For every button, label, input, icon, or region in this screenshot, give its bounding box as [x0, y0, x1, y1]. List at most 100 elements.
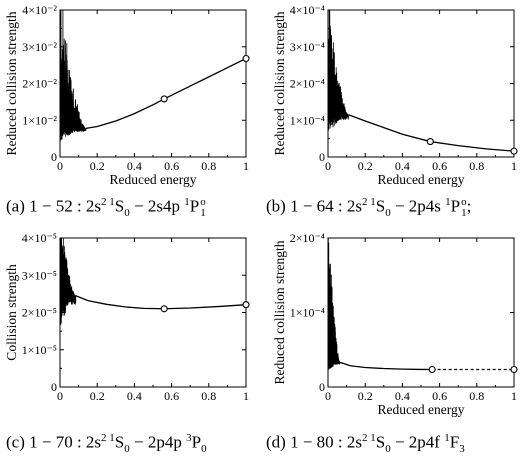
resonance-trace: [328, 10, 349, 132]
y-tick-label: 3×10⁻²: [22, 40, 57, 54]
plot-area: [328, 10, 514, 152]
x-tick-label: 0.6: [164, 389, 179, 403]
y-tick-label: 4×10⁻⁵: [22, 231, 57, 245]
data-marker: [160, 305, 168, 313]
x-tick-label: 0.2: [358, 389, 373, 403]
caption-prefix: (b) 1 − 64 : 2s: [266, 196, 362, 216]
x-tick-label: 0: [57, 159, 63, 173]
caption-sup: 2 1: [101, 196, 115, 208]
caption-suffix: ;: [466, 196, 472, 216]
caption-sup: 1: [444, 432, 450, 444]
x-tick-label: 0.6: [164, 159, 179, 173]
panel-c: 0 0.2 0.4 0.6 0.8 1 0 1×10⁻⁵ 2×10⁻⁵ 3×10⁻⁵ 4×10⁻⁵ C…: [0, 228, 260, 456]
data-marker: [160, 95, 168, 103]
caption-term: S: [375, 196, 386, 216]
x-tick-label: 1: [243, 159, 249, 173]
x-tick-label: 0.8: [469, 159, 484, 173]
x-tick-label: 0.4: [127, 389, 142, 403]
series-line: [85, 57, 246, 129]
caption-term: − 2p4f: [390, 432, 445, 452]
y-tick-label: 1×10⁻⁵: [22, 343, 57, 357]
y-axis-title: Collision strength: [4, 264, 19, 361]
caption-term: S: [375, 432, 386, 452]
y-tick-label: 2×10⁻⁴: [290, 231, 325, 245]
caption-sub: 0: [385, 443, 391, 456]
x-tick-label: 1: [511, 389, 517, 403]
x-tick-label: 1: [243, 389, 249, 403]
y-tick-label: 1×10⁻⁴: [290, 113, 325, 127]
caption-sub: 0: [385, 207, 391, 220]
y-axis-title: Reduced collision strength: [272, 240, 287, 384]
chart-a: 0 0.2 0.4 0.6 0.8 101×10⁻²2×10⁻²3×10⁻²4×10⁻²R…: [4, 3, 250, 187]
chart-b: 0 0.2 0.4 0.6 0.8 101×10⁻⁴2×10⁻⁴3×10⁻⁴4×10⁻⁴R…: [272, 3, 518, 187]
caption-term: P: [450, 196, 461, 216]
caption-term: S: [114, 432, 125, 452]
caption-term: P: [189, 196, 200, 216]
series-line: [75, 295, 246, 310]
y-tick-label: 2×10⁻⁴: [290, 77, 325, 91]
y-tick-label: 2×10⁻⁵: [22, 306, 57, 320]
caption-sub: 0: [201, 443, 207, 456]
chart-c: 0 0.2 0.4 0.6 0.8 1 0 1×10⁻⁵ 2×10⁻⁵ 3×10⁻⁵ 4×10⁻⁵ C…: [4, 231, 250, 403]
x-tick-label: 0: [325, 159, 331, 173]
x-tick-label: 0.8: [469, 389, 484, 403]
series-line: [339, 361, 433, 371]
plot-frame: [59, 9, 247, 158]
data-marker: [426, 138, 434, 146]
caption-term: F: [449, 432, 460, 452]
chart-d: 0 0.2 0.4 0.6 0.8 1 0 1×10⁻⁴ 2×10⁻⁴ Reduced energ…: [272, 231, 518, 417]
y-tick-label: 3×10⁻⁴: [290, 40, 325, 54]
y-tick-label: 3×10⁻⁵: [22, 268, 57, 282]
caption-sub: 1: [461, 206, 467, 219]
y-axis-title: Reduced collision strength: [272, 11, 287, 155]
caption-sup: 1: [184, 196, 190, 208]
caption-a: (a) 1 − 52 : 2s2 1S0 − 2s4p 1P o 1: [6, 192, 206, 223]
x-tick-label: 0.4: [395, 159, 410, 173]
x-tick-label: 0.4: [395, 389, 410, 403]
data-marker: [428, 365, 436, 374]
plot-area: [60, 10, 246, 143]
panel-d: 0 0.2 0.4 0.6 0.8 1 0 1×10⁻⁴ 2×10⁻⁴ Reduced energ…: [260, 228, 520, 456]
x-tick-label: 0.6: [432, 159, 447, 173]
caption-term: − 2p4s: [390, 196, 446, 216]
caption-sup: 2 1: [101, 432, 115, 444]
caption-sup: o: [200, 195, 206, 208]
y-tick-label: 1×10⁻²: [22, 113, 57, 127]
caption-d: (d) 1 − 80 : 2s2 1S0 − 2p4f 1F3: [266, 428, 465, 459]
caption-term: S: [114, 196, 125, 216]
plot-frame: [327, 237, 515, 388]
plot-area: [328, 238, 514, 372]
data-marker: [510, 365, 518, 374]
caption-sup: 2 1: [362, 432, 376, 444]
y-tick-label: 0: [319, 380, 325, 394]
x-axis-title: Reduced energy: [377, 172, 464, 187]
caption-prefix: (a) 1 − 52 : 2s: [6, 196, 102, 216]
data-marker: [510, 147, 518, 155]
y-tick-label: 0: [319, 150, 325, 164]
resonance-trace: [60, 10, 87, 143]
x-axis-title: Reduced energy: [109, 172, 196, 187]
series-line: [348, 114, 514, 152]
x-tick-label: 0.2: [358, 159, 373, 173]
x-tick-label: 0.8: [201, 159, 216, 173]
caption-term: − 2p4p: [129, 432, 187, 452]
caption-sup: 2 1: [362, 196, 376, 208]
y-tick-label: 0: [51, 380, 57, 394]
x-tick-label: 0.6: [432, 389, 447, 403]
panel-b: 0 0.2 0.4 0.6 0.8 1 0 1×10⁻⁴ 2×10⁻⁴ 3×10⁻⁴ 4×10⁻⁴ R…: [260, 0, 520, 228]
caption-prefix: (c) 1 − 70 : 2s: [6, 432, 102, 452]
y-tick-label: 1×10⁻⁴: [290, 306, 325, 320]
caption-b: (b) 1 − 64 : 2s2 1S0 − 2p4s 1P o 1;: [266, 192, 471, 223]
x-tick-label: 0: [325, 389, 331, 403]
x-tick-label: 1: [511, 159, 517, 173]
y-tick-label: 4×10⁻⁴: [290, 3, 325, 17]
data-marker: [242, 54, 250, 63]
data-marker: [242, 301, 250, 309]
plot-frame: [59, 237, 247, 388]
caption-sup: 3: [186, 432, 192, 444]
caption-term: − 2s4p: [129, 196, 185, 216]
y-tick-label: 2×10⁻²: [22, 77, 57, 91]
caption-sup: o: [461, 195, 467, 208]
plot-frame: [327, 9, 515, 158]
